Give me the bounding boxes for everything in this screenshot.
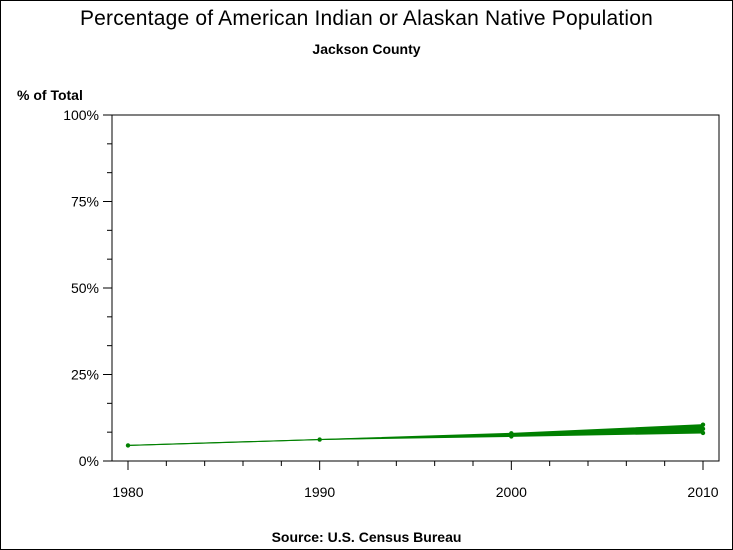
y-axis-label: % of Total: [17, 87, 83, 103]
x-tick-label: 1980: [112, 484, 143, 500]
data-point-upper: [700, 422, 706, 427]
x-tick-label: 1990: [304, 484, 335, 500]
data-point: [125, 443, 131, 448]
data-point-lower: [509, 434, 514, 439]
data-point-lower: [700, 430, 706, 436]
chart-title: Percentage of American Indian or Alaskan…: [79, 7, 654, 30]
series-line: [127, 428, 704, 447]
data-point: [700, 426, 706, 432]
x-axis: 1980 1990 2000 2010: [112, 461, 719, 500]
y-axis: 0% 25% 50% 75% 100%: [63, 107, 112, 469]
x-tick-label: 2000: [496, 484, 527, 500]
y-tick-label: 50%: [71, 280, 99, 296]
data-point: [317, 437, 322, 442]
plot-area-border: [111, 114, 720, 462]
y-tick-label: 75%: [71, 194, 99, 210]
chart-subtitle: Jackson County: [312, 41, 421, 57]
series-group: [125, 422, 706, 448]
y-tick-label: 100%: [63, 107, 99, 123]
y-tick-label: 25%: [71, 367, 99, 383]
y-tick-label: 0%: [79, 453, 99, 469]
data-point-upper: [509, 431, 514, 436]
x-tick-label: 2010: [687, 484, 718, 500]
source-note: Source: U.S. Census Bureau: [271, 529, 462, 545]
